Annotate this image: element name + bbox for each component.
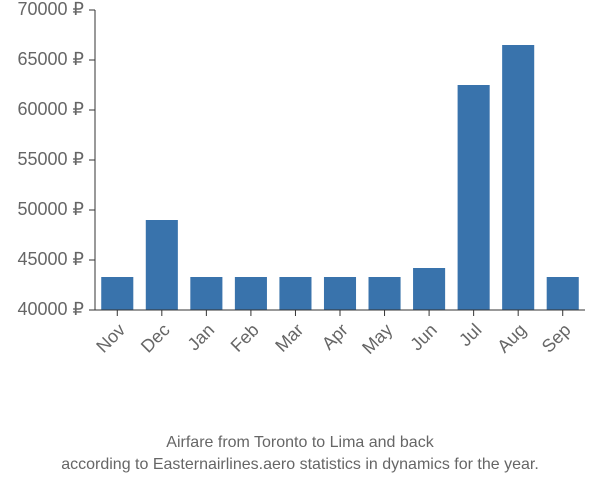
bar [146, 220, 178, 310]
y-tick-label: 65000 ₽ [17, 49, 84, 69]
bar [458, 85, 490, 310]
bar [502, 45, 534, 310]
airfare-chart-container: 40000 ₽ 45000 ₽ 50000 ₽ 55000 ₽ 60000 ₽ 65000… [0, 0, 600, 500]
bar [547, 277, 579, 310]
airfare-bar-chart: 40000 ₽ 45000 ₽ 50000 ₽ 55000 ₽ 60000 ₽ 65000… [0, 0, 600, 430]
y-tick-label: 70000 ₽ [17, 0, 84, 19]
y-tick-label: 50000 ₽ [17, 199, 84, 219]
y-tick-label: 40000 ₽ [17, 299, 84, 319]
x-tick-label: Aug [493, 320, 530, 357]
x-tick-label: Jun [406, 320, 441, 355]
caption-line-1: Airfare from Toronto to Lima and back [166, 434, 433, 451]
bar [369, 277, 401, 310]
y-tick-label: 60000 ₽ [17, 99, 84, 119]
bar [101, 277, 133, 310]
x-tick-label: Sep [538, 320, 575, 357]
bar [324, 277, 356, 310]
bar [413, 268, 445, 310]
x-tick-label: Jul [455, 320, 485, 350]
x-tick-label: Feb [227, 320, 263, 356]
bar [235, 277, 267, 310]
caption-line-2: according to Easternairlines.aero statis… [61, 456, 539, 473]
x-tick-label: Apr [318, 320, 352, 354]
y-tick-label: 55000 ₽ [17, 149, 84, 169]
y-tick-label: 45000 ₽ [17, 249, 84, 269]
x-tick-label: Jan [184, 320, 219, 355]
chart-caption: Airfare from Toronto to Lima and back ac… [0, 432, 600, 475]
bar [190, 277, 222, 310]
x-tick-label: Mar [271, 320, 307, 356]
x-tick-label: Nov [92, 320, 129, 357]
x-tick-label: Dec [137, 320, 174, 357]
x-tick-label: May [358, 320, 396, 358]
bar [279, 277, 311, 310]
